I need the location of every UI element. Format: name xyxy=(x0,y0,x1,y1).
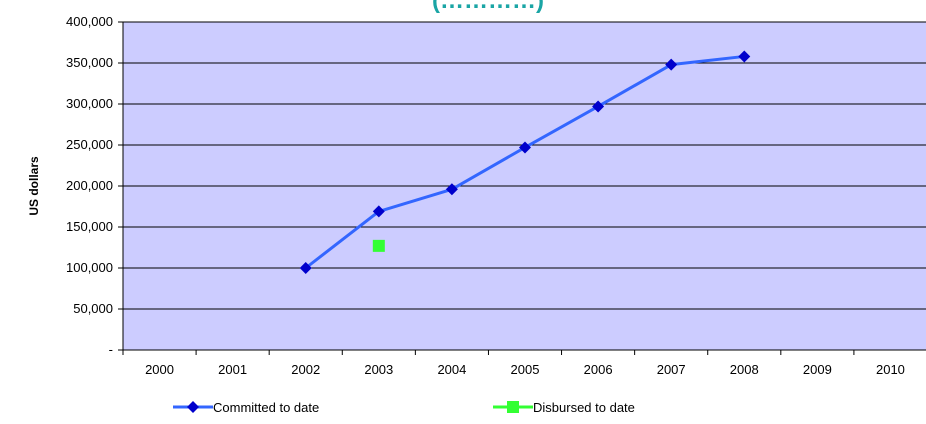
data-point xyxy=(299,262,312,274)
data-point xyxy=(738,50,751,63)
x-tick-label: 2004 xyxy=(437,362,466,377)
legend-item: Committed to date xyxy=(173,400,319,415)
data-point xyxy=(665,58,678,71)
x-tick-label: 2005 xyxy=(511,362,540,377)
y-tick-label: 150,000 xyxy=(66,219,113,234)
x-tick-label: 2003 xyxy=(364,362,393,377)
series-1 xyxy=(372,239,385,252)
y-tick-label: - xyxy=(109,342,113,357)
y-tick-label: 250,000 xyxy=(66,137,113,152)
legend-item: Disbursed to date xyxy=(493,400,635,415)
data-point xyxy=(519,141,531,154)
x-tick-label: 2002 xyxy=(291,362,320,377)
data-point xyxy=(372,205,385,218)
data-point xyxy=(445,183,458,196)
x-tick-label: 2001 xyxy=(218,362,247,377)
x-tick-label: 2000 xyxy=(145,362,174,377)
legend: Committed to date Disbursed to date xyxy=(173,400,635,415)
data-point xyxy=(372,239,385,252)
legend-swatch-marker xyxy=(187,401,199,413)
y-tick-label: 350,000 xyxy=(66,55,113,70)
data-point xyxy=(592,100,605,113)
legend-label: Committed to date xyxy=(213,400,319,415)
legend-swatch-marker xyxy=(507,401,519,413)
x-tick-label: 2008 xyxy=(730,362,759,377)
x-tick-label: 2010 xyxy=(876,362,905,377)
x-tick-label: 2009 xyxy=(803,362,832,377)
x-tick-label: 2007 xyxy=(657,362,686,377)
y-tick-label: 100,000 xyxy=(66,260,113,275)
y-tick-label: 200,000 xyxy=(66,178,113,193)
x-tick-label: 2006 xyxy=(584,362,613,377)
legend-label: Disbursed to date xyxy=(533,400,635,415)
y-tick-label: 50,000 xyxy=(73,301,113,316)
chart-title: (…………) xyxy=(432,0,544,14)
y-tick-label: 300,000 xyxy=(66,96,113,111)
y-axis-title: US dollars xyxy=(27,156,41,216)
y-tick-label: 400,000 xyxy=(66,14,113,29)
series-0 xyxy=(299,50,751,274)
